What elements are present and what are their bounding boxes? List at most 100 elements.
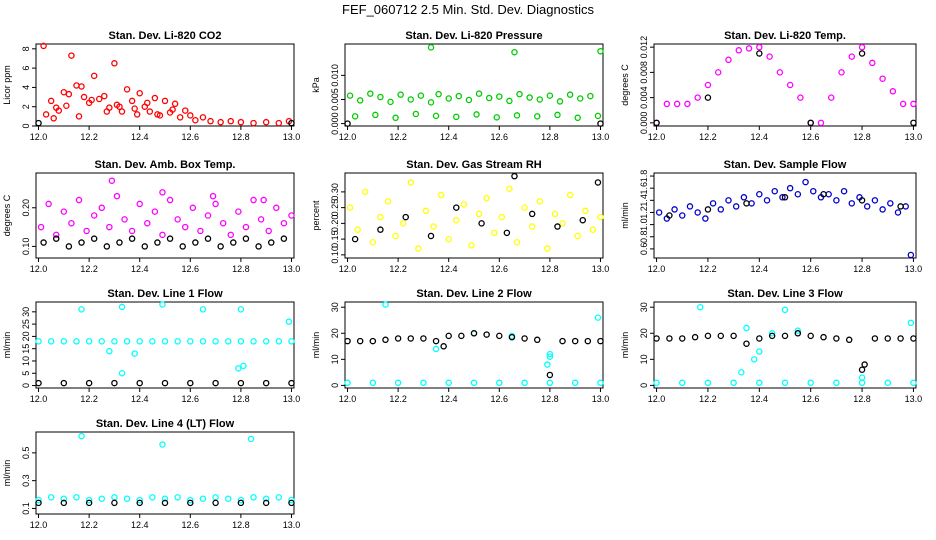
data-point	[369, 337, 377, 345]
data-point	[453, 216, 460, 224]
x-tick-label: 13.0	[592, 132, 610, 142]
panel-title: Stan. Dev. Line 4 (LT) Flow	[96, 418, 235, 430]
data-point	[273, 204, 280, 212]
data-point	[161, 338, 169, 345]
data-point	[224, 338, 232, 345]
data-point	[781, 306, 789, 314]
data-point	[384, 198, 392, 205]
x-tick-label: 12.2	[80, 520, 98, 530]
data-point	[288, 338, 295, 345]
data-point	[207, 117, 214, 125]
data-point	[475, 210, 483, 218]
data-point	[725, 56, 732, 64]
data-point	[257, 216, 265, 223]
data-point	[65, 243, 73, 250]
y-tick-label: 10	[21, 356, 31, 366]
data-point	[879, 75, 886, 82]
series-main	[655, 178, 915, 259]
data-point	[65, 90, 73, 98]
x-tick-label: 12.6	[802, 264, 820, 274]
data-point	[250, 196, 257, 204]
data-point	[73, 82, 80, 89]
data-point	[594, 112, 602, 120]
data-point	[136, 200, 143, 208]
data-point	[111, 499, 118, 507]
data-point	[475, 90, 483, 97]
x-tick-label: 13.0	[592, 394, 610, 404]
data-point	[587, 92, 594, 100]
data-point	[219, 219, 227, 227]
data-point	[42, 111, 50, 118]
data-point	[427, 232, 435, 240]
series-reference	[35, 499, 295, 507]
y-tick-label: 0.008	[639, 61, 649, 84]
data-point	[498, 213, 506, 221]
data-point	[394, 379, 402, 387]
y-tick-label: 10	[639, 354, 649, 364]
data-point	[546, 379, 554, 387]
data-point	[111, 379, 118, 387]
data-point	[60, 495, 68, 502]
x-tick-label: 12.0	[339, 394, 357, 404]
data-point	[98, 204, 106, 212]
data-point	[907, 251, 915, 259]
data-point	[493, 114, 501, 121]
data-point	[763, 197, 771, 204]
data-point	[78, 432, 85, 440]
data-point	[45, 200, 52, 208]
data-point	[521, 204, 528, 211]
y-tick-label: 15	[21, 344, 31, 354]
data-point	[35, 119, 42, 127]
x-tick-label: 12.2	[80, 394, 98, 404]
data-point	[848, 200, 856, 207]
data-point	[756, 190, 763, 198]
x-tick-label: 12.2	[80, 132, 98, 142]
series-reference	[351, 172, 602, 243]
data-point	[427, 99, 435, 106]
x-tick-label: 12.2	[389, 132, 407, 142]
data-point	[90, 235, 98, 242]
data-point	[453, 204, 460, 211]
data-point	[387, 98, 394, 106]
data-point	[725, 197, 732, 204]
data-point	[576, 95, 584, 102]
data-point	[128, 235, 136, 242]
data-point	[187, 338, 194, 345]
data-point	[181, 107, 189, 114]
x-tick-label: 12.4	[751, 264, 769, 274]
data-point	[503, 229, 511, 237]
data-point	[781, 194, 789, 201]
plot-frame	[344, 43, 604, 127]
data-point	[546, 92, 554, 99]
y-tick-label: 0.10	[21, 238, 31, 256]
data-point	[717, 206, 725, 213]
panel-title: Stan. Dev. Line 3 Flow	[727, 288, 843, 300]
x-tick-label: 12.0	[30, 264, 48, 274]
y-tick-label: 0.5	[21, 447, 31, 460]
data-point	[714, 69, 722, 76]
x-tick-label: 12.4	[131, 394, 149, 404]
x-tick-label: 12.4	[131, 132, 149, 142]
data-point	[144, 99, 151, 107]
x-tick-label: 12.2	[699, 264, 717, 274]
data-point	[496, 332, 503, 340]
data-point	[265, 227, 272, 235]
data-point	[402, 213, 409, 221]
data-point	[666, 335, 673, 342]
x-tick-label: 12.0	[30, 520, 48, 530]
data-point	[666, 212, 673, 219]
plot-frame	[653, 172, 917, 259]
data-point	[255, 243, 262, 250]
data-point	[146, 108, 154, 115]
y-tick-label: 1.4	[639, 194, 649, 207]
x-tick-label: 12.2	[80, 264, 98, 274]
data-point	[460, 201, 468, 208]
data-point	[704, 379, 712, 387]
panel-2: Stan. Dev. Li-820 Pressure 12.0 12.2 12.4 12…	[311, 30, 609, 142]
data-point	[910, 335, 917, 342]
x-tick-label: 12.0	[339, 264, 357, 274]
x-tick-label: 12.6	[182, 264, 200, 274]
data-point	[427, 44, 435, 51]
data-point	[199, 495, 207, 502]
data-point	[50, 115, 57, 122]
